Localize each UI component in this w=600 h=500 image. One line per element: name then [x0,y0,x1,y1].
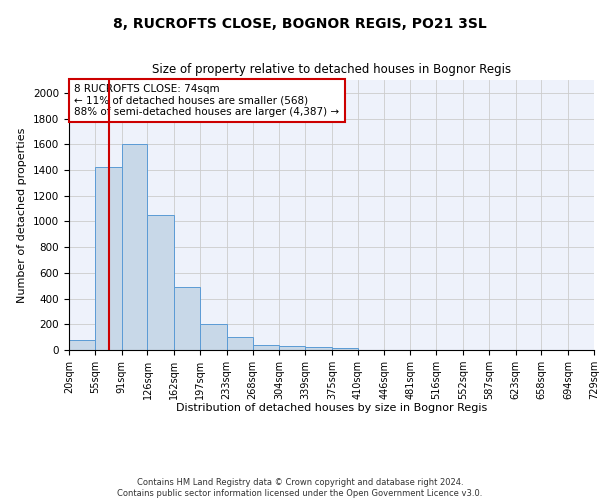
Text: 8 RUCROFTS CLOSE: 74sqm
← 11% of detached houses are smaller (568)
88% of semi-d: 8 RUCROFTS CLOSE: 74sqm ← 11% of detache… [74,84,340,117]
Title: Size of property relative to detached houses in Bognor Regis: Size of property relative to detached ho… [152,63,511,76]
Bar [227,336,253,350]
Bar [332,348,358,350]
Bar [279,346,305,350]
Bar [174,287,200,350]
Bar [200,324,227,350]
Bar [95,168,122,350]
Bar [305,347,332,350]
Text: 8, RUCROFTS CLOSE, BOGNOR REGIS, PO21 3SL: 8, RUCROFTS CLOSE, BOGNOR REGIS, PO21 3S… [113,18,487,32]
Y-axis label: Number of detached properties: Number of detached properties [17,128,28,302]
Text: Contains HM Land Registry data © Crown copyright and database right 2024.
Contai: Contains HM Land Registry data © Crown c… [118,478,482,498]
Bar [69,340,95,350]
X-axis label: Distribution of detached houses by size in Bognor Regis: Distribution of detached houses by size … [176,404,487,413]
Bar [148,215,174,350]
Bar [122,144,148,350]
Bar [253,345,279,350]
